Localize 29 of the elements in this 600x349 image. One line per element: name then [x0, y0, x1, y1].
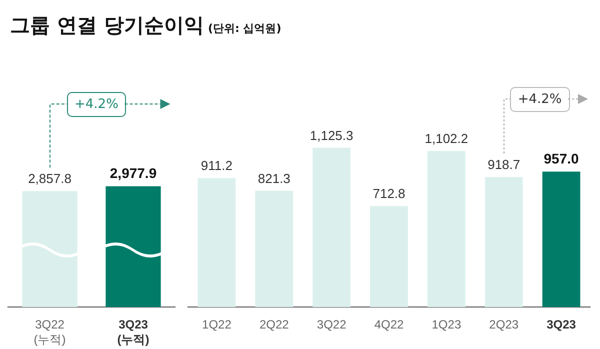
bar — [484, 177, 523, 307]
x-tick-label: 2Q22 — [259, 318, 290, 332]
bar — [370, 206, 408, 307]
data-label: 911.2 — [200, 158, 233, 174]
bar — [542, 172, 580, 307]
x-tick-label: 1Q23 — [432, 318, 462, 332]
x-tick-label: 3Q23 — [546, 318, 576, 332]
x-tick-label: 4Q22 — [374, 318, 404, 332]
x-tick-label: 3Q23 (누적) — [117, 318, 150, 346]
bar — [427, 151, 466, 307]
data-label: 2,977.9 — [110, 165, 157, 182]
text: +4.2% — [66, 92, 126, 117]
data-label: 1,102.2 — [424, 131, 468, 146]
x-tick-label: 2Q23 — [489, 318, 519, 332]
text: (단위: 십억원) — [208, 22, 282, 35]
data-label: 821.3 — [258, 170, 290, 186]
x-tick-label: 1Q22 — [202, 318, 232, 332]
bar — [312, 148, 351, 307]
data-label: 1,125.3 — [310, 128, 354, 143]
text: 그룹 연결 당기순이익 — [10, 13, 204, 37]
x-tick-label: 3Q22 — [316, 318, 347, 332]
data-label: 957.0 — [544, 150, 580, 167]
x-tick-label: 3Q22 (누적) — [34, 318, 66, 346]
text: +4.2% — [510, 87, 570, 112]
data-label: 2,857.8 — [28, 171, 72, 186]
data-label: 712.8 — [372, 186, 406, 202]
data-label: 918.7 — [488, 157, 520, 172]
bar — [255, 190, 294, 307]
bar — [198, 178, 236, 307]
